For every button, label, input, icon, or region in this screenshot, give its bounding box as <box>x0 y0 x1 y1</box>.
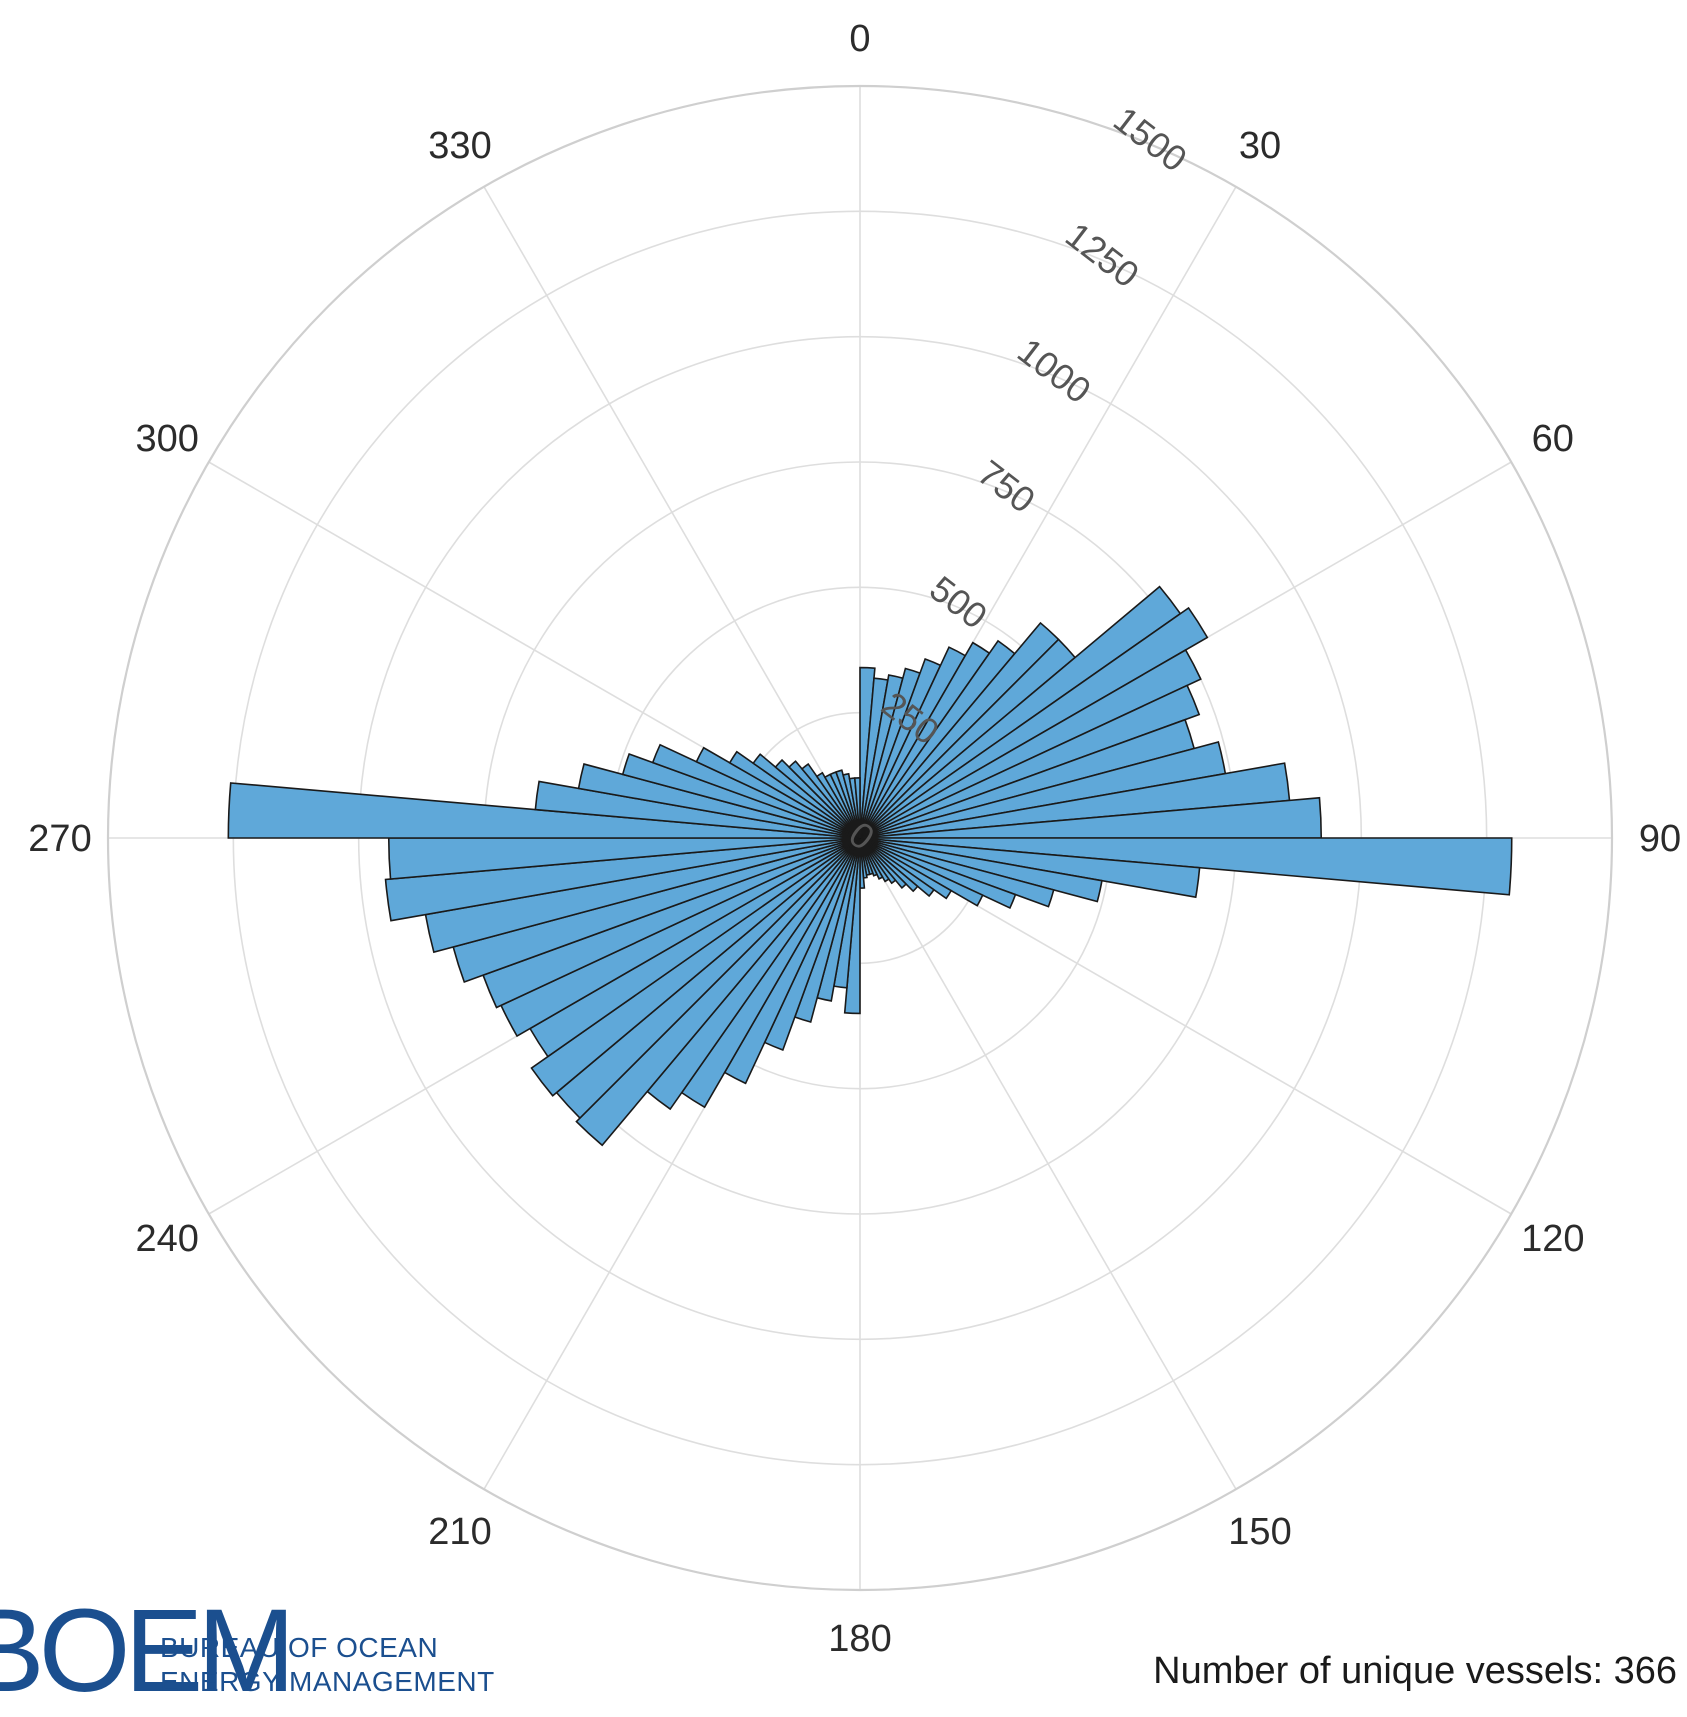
angular-tick-label: 60 <box>1532 418 1574 460</box>
bar-layer <box>227 585 1513 1147</box>
logo-text-line1: BUREAU OF OCEAN <box>160 1632 439 1663</box>
bar-325 <box>815 771 861 839</box>
radial-tick-label: 1250 <box>1058 214 1147 295</box>
angular-tick-label: 300 <box>135 418 198 460</box>
bar-315 <box>787 760 861 839</box>
angular-tick-label: 180 <box>828 1618 891 1660</box>
bar-295 <box>695 746 861 839</box>
bar-300 <box>728 750 861 839</box>
bar-65 <box>859 684 1201 839</box>
bar-345 <box>842 772 861 839</box>
bar-55 <box>859 606 1209 839</box>
grid-spoke-330 <box>483 186 861 839</box>
bar-260 <box>384 837 861 922</box>
bar-320 <box>800 762 861 839</box>
bar-230 <box>530 837 861 1097</box>
bar-220 <box>575 837 861 1147</box>
angular-tick-label: 210 <box>428 1511 491 1553</box>
bar-60 <box>859 648 1202 839</box>
polar-frame <box>106 84 1614 1592</box>
radial-tick-label: 750 <box>970 452 1043 521</box>
logo-mark: BOEM <box>0 1585 295 1717</box>
angular-tick-label: 270 <box>28 818 91 860</box>
radial-tick-label: 500 <box>922 568 995 637</box>
angular-tick-label: 90 <box>1639 818 1681 860</box>
bar-310 <box>774 758 861 839</box>
angular-tick-label: 120 <box>1521 1218 1584 1260</box>
angular-tick-label: 30 <box>1239 125 1281 167</box>
grid-spoke-150 <box>859 837 1237 1490</box>
angular-tick-label: 0 <box>849 18 870 60</box>
vessel-count-note: Number of unique vessels: 366 <box>1153 1650 1677 1692</box>
bar-340 <box>834 769 861 839</box>
angular-tick-label: 240 <box>135 1218 198 1260</box>
bar-305 <box>752 753 861 839</box>
radial-tick-label: 1500 <box>1106 98 1195 179</box>
radial-tick-label: 1000 <box>1010 330 1099 411</box>
angular-tick-label: 330 <box>428 125 491 167</box>
angular-tick-label: 150 <box>1228 1511 1291 1553</box>
logo-text-line2: ENERGY MANAGEMENT <box>160 1666 495 1697</box>
bar-355 <box>853 777 861 839</box>
boem-logo: BOEM BUREAU OF OCEAN ENERGY MANAGEMENT <box>0 1585 520 1717</box>
